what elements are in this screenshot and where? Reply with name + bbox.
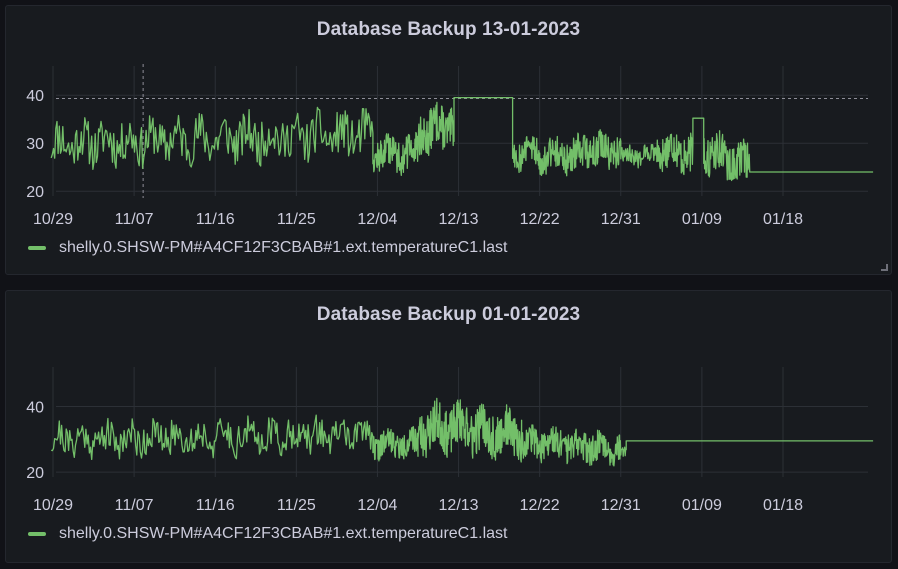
- x-tick-label: 11/25: [277, 211, 316, 228]
- x-tick-label: 10/29: [33, 211, 73, 228]
- x-tick-label: 01/09: [682, 211, 722, 228]
- y-tick-label: 40: [26, 400, 44, 417]
- y-tick-label: 40: [26, 88, 44, 105]
- legend-series-label[interactable]: shelly.0.SHSW-PM#A4CF12F3CBAB#1.ext.temp…: [59, 525, 508, 542]
- legend[interactable]: shelly.0.SHSW-PM#A4CF12F3CBAB#1.ext.temp…: [28, 525, 507, 543]
- legend-series-label[interactable]: shelly.0.SHSW-PM#A4CF12F3CBAB#1.ext.temp…: [59, 239, 508, 256]
- x-tick-label: 11/07: [115, 211, 154, 228]
- x-tick-label: 10/29: [33, 497, 73, 514]
- panel-database-backup-13-01-2023[interactable]: Database Backup 13-01-2023 20 30 40 10/29 11…: [5, 5, 892, 275]
- y-tick-label: 20: [26, 465, 44, 482]
- x-tick-label: 12/13: [439, 211, 479, 228]
- y-tick-label: 20: [26, 184, 44, 201]
- legend-series-swatch: [28, 246, 46, 250]
- x-tick-label: 12/04: [357, 497, 397, 514]
- grid: [52, 367, 868, 477]
- x-tick-label: 11/16: [196, 497, 235, 514]
- grid: [52, 66, 868, 196]
- time-series-chart[interactable]: 20 40 10/29 11/07 11/16 11/25 12/04 12/13 12/22 1…: [6, 291, 893, 564]
- x-tick-label: 12/31: [601, 211, 641, 228]
- x-tick-label: 01/09: [682, 497, 722, 514]
- panel-database-backup-01-01-2023[interactable]: Database Backup 01-01-2023 20 40 10/29 11/0…: [5, 290, 892, 563]
- x-tick-label: 11/07: [115, 497, 154, 514]
- x-tick-label: 12/22: [520, 497, 560, 514]
- series-line: [51, 397, 874, 467]
- resize-handle-icon[interactable]: [881, 264, 888, 271]
- x-tick-label: 12/22: [520, 211, 560, 228]
- panel-title: Database Backup 01-01-2023: [316, 304, 581, 325]
- x-tick-label: 01/18: [763, 211, 803, 228]
- x-tick-label: 12/31: [601, 497, 641, 514]
- legend-series-swatch: [28, 532, 46, 536]
- y-tick-label: 30: [26, 136, 44, 153]
- series-line: [50, 96, 874, 182]
- x-tick-label: 11/16: [196, 211, 235, 228]
- x-tick-label: 12/04: [357, 211, 397, 228]
- x-tick-label: 11/25: [277, 497, 316, 514]
- x-tick-label: 12/13: [439, 497, 479, 514]
- time-series-chart[interactable]: 20 30 40 10/29 11/07 11/16 11/25 12/04 12/13 12/2…: [6, 6, 893, 276]
- x-tick-label: 01/18: [763, 497, 803, 514]
- panel-title: Database Backup 13-01-2023: [316, 19, 581, 40]
- legend[interactable]: shelly.0.SHSW-PM#A4CF12F3CBAB#1.ext.temp…: [28, 239, 507, 257]
